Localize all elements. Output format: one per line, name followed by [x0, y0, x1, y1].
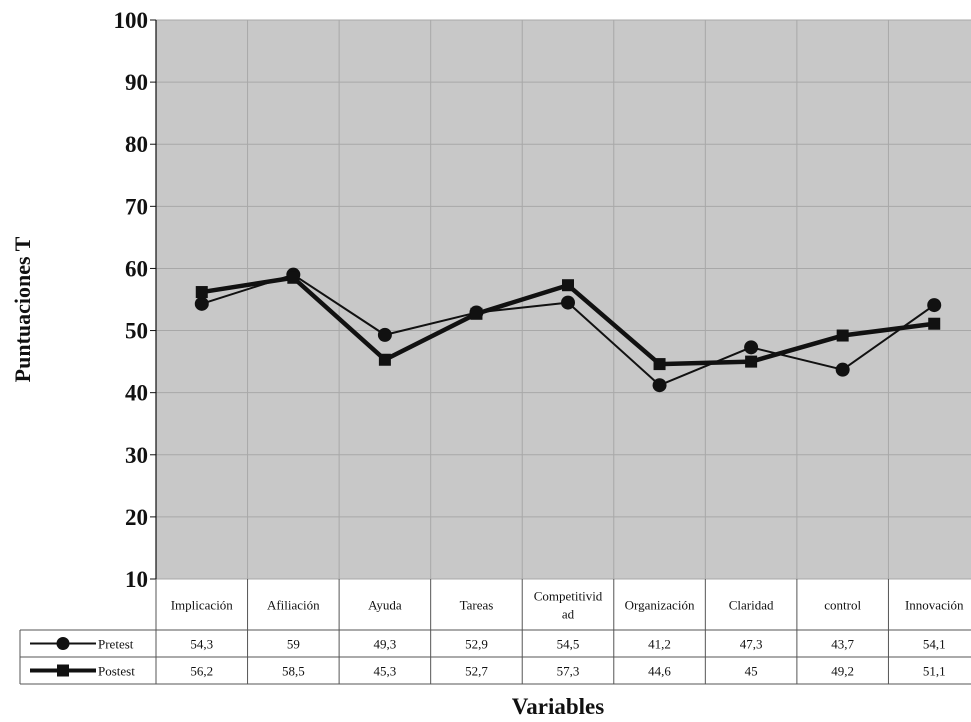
point-pretest: [652, 378, 667, 393]
legend-label: Pretest: [98, 637, 134, 652]
y-tick-label: 20: [125, 505, 148, 530]
point-postest: [928, 317, 941, 330]
data-label: 54,5: [557, 637, 580, 652]
category-label: ad: [562, 607, 575, 622]
legend-marker-square: [57, 664, 69, 677]
x-axis-label: Variables: [512, 694, 604, 719]
category-label: Claridad: [729, 598, 774, 613]
data-label: 45,3: [374, 664, 397, 679]
series-group: [194, 267, 942, 393]
y-tick-label: 60: [125, 256, 148, 281]
point-postest: [287, 271, 300, 284]
category-label: Implicación: [171, 598, 234, 613]
data-label: 43,7: [831, 637, 854, 652]
data-table: Implicación Afiliación Ayuda Tareas Competit…: [19, 579, 971, 685]
legend-label: Postest: [98, 664, 135, 679]
category-label: Ayuda: [368, 598, 402, 613]
point-postest: [470, 307, 483, 320]
point-postest: [562, 279, 574, 292]
y-axis-ticks: 10 20 30 40 50 60 70 80 90 100: [114, 8, 157, 592]
data-label: 49,3: [374, 637, 397, 652]
data-label: 44,6: [648, 664, 671, 679]
data-label: 51,1: [923, 664, 946, 679]
y-tick-label: 50: [125, 319, 148, 344]
data-label: 54,3: [190, 637, 213, 652]
category-label: Innovación: [905, 598, 964, 613]
point-pretest: [377, 327, 392, 342]
y-tick-label: 30: [125, 443, 148, 468]
legend-marker-circle: [56, 637, 70, 650]
data-label: 57,3: [557, 664, 580, 679]
point-postest: [195, 286, 208, 299]
point-pretest: [835, 362, 850, 377]
point-postest: [745, 355, 758, 368]
data-label: 58,5: [282, 664, 305, 679]
data-label: 52,7: [465, 664, 488, 679]
category-label: Afiliación: [267, 598, 320, 613]
data-label: 54,1: [923, 637, 946, 652]
y-tick-label: 40: [125, 381, 148, 406]
category-label: Tareas: [460, 598, 494, 613]
data-label: 49,2: [831, 664, 854, 679]
point-pretest: [744, 340, 759, 355]
y-tick-label: 70: [125, 194, 148, 219]
y-axis-label: Puntuaciones T: [10, 236, 35, 382]
y-tick-label: 100: [114, 8, 149, 33]
y-tick-label: 10: [125, 567, 148, 592]
category-label: Organización: [625, 598, 695, 613]
category-label: Competitivid: [534, 589, 603, 604]
y-tick-label: 80: [125, 132, 148, 157]
data-label: 41,2: [648, 637, 671, 652]
data-label: 56,2: [190, 664, 213, 679]
data-label: 45: [745, 664, 758, 679]
point-postest: [378, 353, 391, 366]
data-label: 59: [287, 637, 300, 652]
point-postest: [836, 329, 849, 342]
y-tick-label: 90: [125, 70, 148, 95]
category-label: control: [824, 598, 861, 613]
point-postest: [653, 358, 666, 371]
point-pretest: [561, 295, 575, 310]
point-pretest: [194, 296, 209, 311]
data-label: 47,3: [740, 637, 763, 652]
data-label: 52,9: [465, 637, 488, 652]
point-pretest: [927, 298, 942, 313]
